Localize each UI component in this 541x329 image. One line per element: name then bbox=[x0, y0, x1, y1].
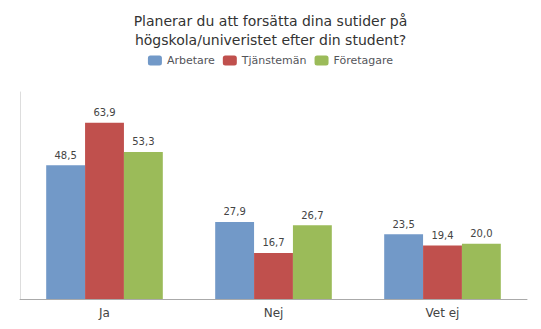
svg-text:19,4: 19,4 bbox=[431, 230, 453, 241]
svg-text:Planerar du att forsätta dina: Planerar du att forsätta dina sutider på bbox=[134, 13, 408, 29]
svg-text:Arbetare: Arbetare bbox=[167, 54, 215, 67]
svg-text:Vet ej: Vet ej bbox=[426, 306, 460, 320]
svg-text:20,0: 20,0 bbox=[470, 228, 492, 239]
svg-text:63,9: 63,9 bbox=[93, 107, 115, 118]
svg-text:27,9: 27,9 bbox=[223, 206, 245, 217]
svg-text:Tjänstemän: Tjänstemän bbox=[241, 54, 307, 67]
svg-text:Ja: Ja bbox=[98, 306, 110, 320]
svg-text:16,7: 16,7 bbox=[262, 237, 284, 248]
svg-text:högskola/univeristet efter din: högskola/univeristet efter din student? bbox=[135, 32, 406, 48]
svg-text:26,7: 26,7 bbox=[301, 210, 323, 221]
svg-text:53,3: 53,3 bbox=[132, 136, 154, 147]
svg-text:48,5: 48,5 bbox=[54, 150, 76, 161]
svg-text:Nej: Nej bbox=[264, 306, 284, 320]
svg-text:Företagare: Företagare bbox=[334, 54, 394, 67]
svg-text:23,5: 23,5 bbox=[392, 219, 414, 230]
